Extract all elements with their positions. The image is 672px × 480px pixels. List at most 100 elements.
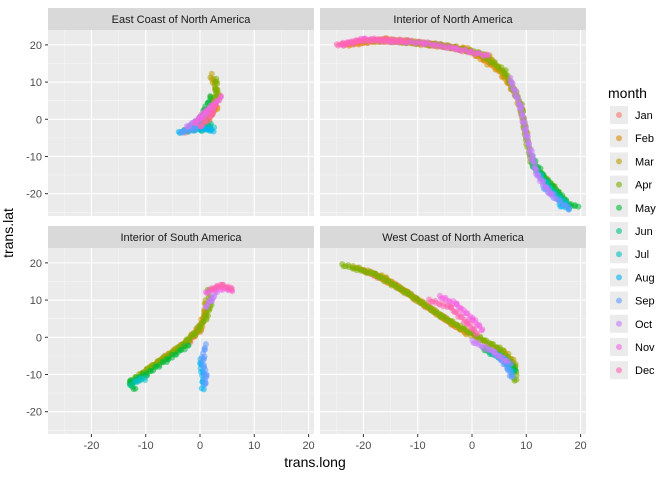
data-point [201,381,208,388]
series-dec [197,102,220,130]
x-tick-label: -20 [355,440,371,452]
x-tick-label: 20 [574,440,586,452]
x-tick-label: 20 [302,440,314,452]
legend-label: Jan [635,110,653,122]
y-tick-label: 10 [30,295,42,307]
legend-item-apr: Apr [610,175,652,194]
series-nov [436,292,486,334]
data-point [200,386,207,393]
series-dec [333,35,411,49]
x-tick-label: 0 [197,440,203,452]
facet-strip [48,226,314,248]
y-tick-label: -10 [26,151,42,163]
legend-item-may: May [610,198,656,217]
data-point [508,360,515,367]
data-point [565,206,572,213]
legend-item-jul: Jul [610,245,649,264]
x-axis-label: trans.long [284,454,345,470]
legend-swatch [616,251,622,258]
data-point [208,70,215,77]
data-point [508,374,515,380]
y-tick-label: -20 [26,189,42,201]
data-point [213,75,220,82]
data-point [473,331,480,338]
data-point [207,93,214,100]
legend-swatch [616,181,622,188]
x-tick-label: 10 [520,440,532,452]
legend-swatch [616,112,622,118]
legend-label: Sep [635,296,655,308]
legend-item-mar: Mar [610,152,654,171]
legend-swatch [616,228,622,234]
data-point [210,128,217,135]
panel-background [48,30,314,216]
facet-panel: Interior of South America -20 -10 0 10 20 -20 -… [26,226,315,452]
x-tick-label: 10 [248,440,260,452]
facet-title: West Coast of North America [382,232,525,244]
y-tick-label: -10 [26,369,42,381]
legend-swatch [616,320,622,327]
y-tick-label: 20 [30,40,42,52]
facet-title: Interior of South America [120,232,242,244]
y-tick-label: 10 [30,77,42,89]
series-oct [202,289,220,311]
legend-label: Mar [635,156,654,168]
panel-background [320,248,586,434]
facet-title: East Coast of North America [112,14,252,26]
legend-item-dec: Dec [610,361,655,380]
series-sep [198,341,210,388]
data-point [212,102,219,109]
data-point [484,52,491,59]
facet-panel: Interior of North America [320,8,586,216]
y-tick-label: -20 [26,407,42,419]
data-point [141,374,148,381]
legend-swatch [616,158,622,165]
facet-panel: West Coast of North America -20 -10 0 10 20 [320,226,587,452]
legend-swatch [616,344,622,350]
x-tick-label: -20 [83,440,99,452]
legend-label: May [635,203,656,215]
facet-title: Interior of North America [393,14,513,26]
y-tick-label: 0 [36,114,42,126]
legend-item-oct: Oct [610,314,652,333]
legend-label: Apr [635,180,652,192]
facet-strip [320,226,586,248]
panel-background [48,248,314,434]
x-tick-label: -10 [138,440,154,452]
series-dec [426,296,480,338]
series-dec [208,281,235,294]
data-point [371,35,378,42]
legend-item-sep: Sep [610,291,655,310]
facet-panel: East Coast of North America -20 -10 0 10 20 [26,8,314,216]
legend-item-feb: Feb [610,129,654,148]
data-point [404,37,411,43]
legend-label: Nov [635,342,655,354]
facet-strip [48,8,314,30]
legend-title: month [608,85,647,101]
legend-label: Jul [635,249,649,261]
legend-swatch [616,367,622,374]
facet-strip [320,8,586,30]
data-point [228,287,235,294]
series-oct [507,74,558,202]
legend-swatch [616,274,622,281]
legend-swatch [616,204,622,211]
legend-item-nov: Nov [610,338,655,356]
data-point [551,195,558,202]
series-jul [132,374,148,386]
y-axis-label: trans.lat [0,208,16,258]
x-tick-label: -10 [410,440,426,452]
data-point [218,93,225,100]
legend-item-jan: Jan [610,106,653,124]
data-point [185,342,191,349]
legend-label: Feb [635,133,654,145]
legend-label: Jun [635,226,653,238]
series-sep [178,122,205,136]
y-tick-label: 0 [36,332,42,344]
legend-swatch [616,135,622,142]
data-point [575,203,582,210]
legend-item-aug: Aug [610,268,655,287]
legend-label: Oct [635,319,652,331]
series-oct [469,337,515,367]
